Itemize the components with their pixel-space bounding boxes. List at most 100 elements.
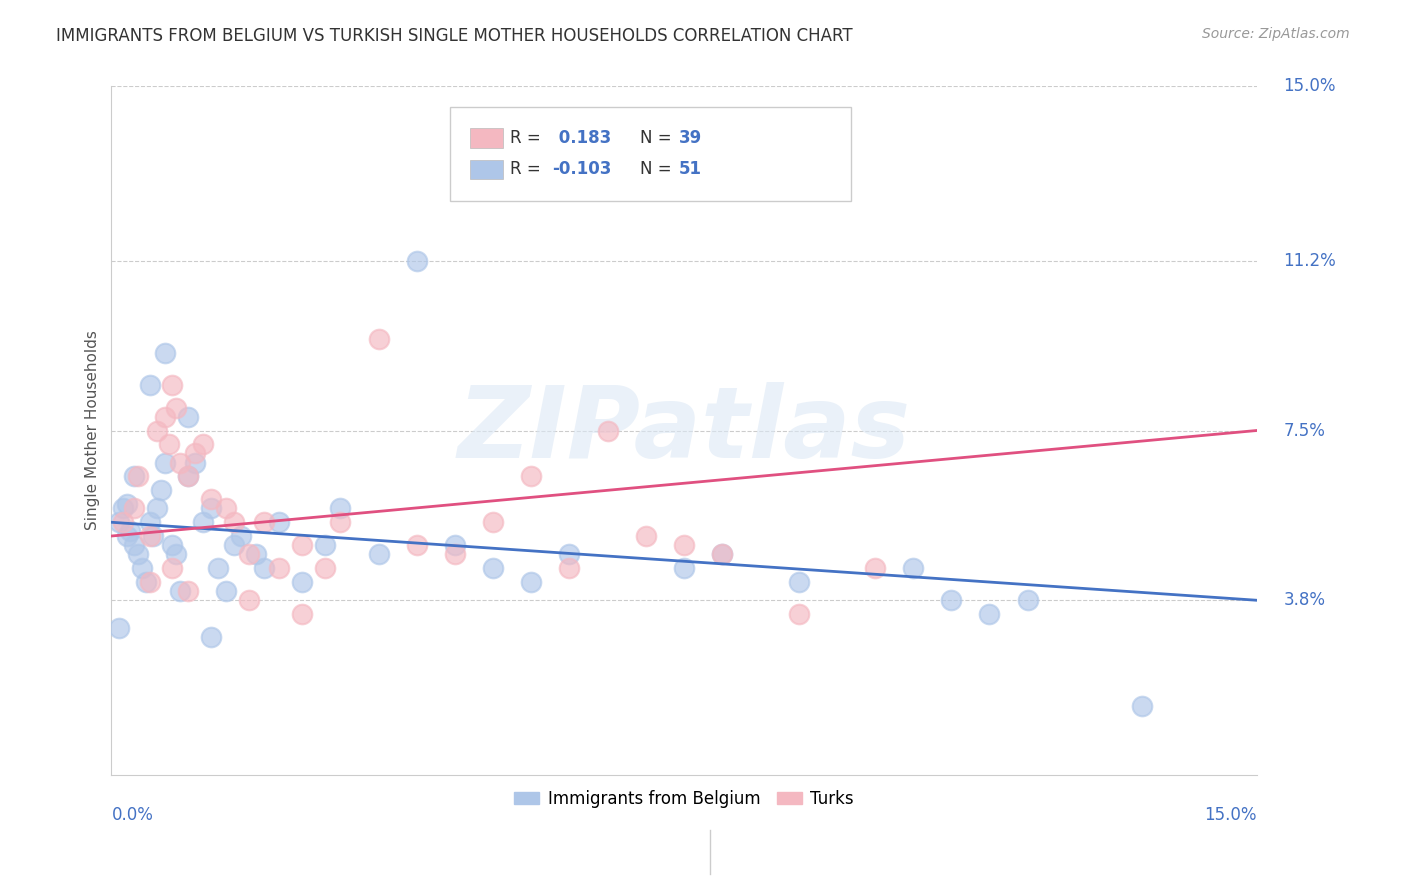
Point	[253, 561, 276, 575]
Point	[150, 483, 173, 497]
Point	[153, 345, 176, 359]
Point	[1017, 593, 1039, 607]
Point	[520, 469, 543, 483]
Point	[215, 501, 238, 516]
Point	[135, 574, 157, 589]
Point	[238, 593, 260, 607]
Point	[444, 547, 467, 561]
Point	[314, 561, 336, 575]
Point	[269, 561, 291, 575]
Point	[222, 538, 245, 552]
Point	[787, 607, 810, 621]
Point	[291, 538, 314, 552]
Point	[979, 607, 1001, 621]
Point	[222, 515, 245, 529]
Point	[482, 561, 505, 575]
Point	[367, 332, 389, 346]
Text: R =: R =	[510, 161, 547, 178]
Point	[127, 469, 149, 483]
Point	[177, 469, 200, 483]
Point	[157, 437, 180, 451]
Point	[634, 529, 657, 543]
Point	[138, 529, 160, 543]
Text: N =: N =	[640, 161, 676, 178]
Text: -0.103: -0.103	[553, 161, 612, 178]
Point	[207, 561, 229, 575]
Point	[165, 547, 187, 561]
Point	[162, 377, 184, 392]
Point	[138, 515, 160, 529]
Point	[901, 561, 924, 575]
Point	[162, 538, 184, 552]
Point	[124, 501, 146, 516]
Text: R =: R =	[510, 129, 547, 147]
Point	[291, 607, 314, 621]
Point	[191, 515, 214, 529]
Point	[108, 621, 131, 635]
Point	[405, 538, 427, 552]
Point	[153, 409, 176, 424]
Point	[115, 497, 138, 511]
Point	[138, 574, 160, 589]
Point	[108, 515, 131, 529]
Point	[291, 574, 314, 589]
Text: 3.8%: 3.8%	[1284, 591, 1326, 609]
Point	[120, 524, 142, 539]
Point	[231, 529, 253, 543]
Point	[177, 584, 200, 599]
Point	[482, 515, 505, 529]
Legend: Immigrants from Belgium, Turks: Immigrants from Belgium, Turks	[508, 783, 860, 814]
Point	[200, 501, 222, 516]
Point	[184, 456, 207, 470]
Point	[1130, 698, 1153, 713]
Text: 11.2%: 11.2%	[1284, 252, 1336, 269]
Point	[200, 630, 222, 644]
Text: 39: 39	[679, 129, 703, 147]
Point	[165, 401, 187, 415]
Point	[200, 492, 222, 507]
Point	[329, 515, 352, 529]
Point	[127, 547, 149, 561]
Text: 15.0%: 15.0%	[1284, 78, 1336, 95]
Point	[215, 584, 238, 599]
Point	[253, 515, 276, 529]
Point	[146, 501, 169, 516]
Point	[711, 547, 734, 561]
Point	[405, 253, 427, 268]
Point	[245, 547, 267, 561]
Point	[146, 424, 169, 438]
Point	[169, 584, 191, 599]
Point	[672, 538, 695, 552]
Point	[124, 538, 146, 552]
Text: N =: N =	[640, 129, 676, 147]
Point	[184, 446, 207, 460]
Text: 51: 51	[679, 161, 702, 178]
Point	[142, 529, 165, 543]
Point	[238, 547, 260, 561]
Text: IMMIGRANTS FROM BELGIUM VS TURKISH SINGLE MOTHER HOUSEHOLDS CORRELATION CHART: IMMIGRANTS FROM BELGIUM VS TURKISH SINGL…	[56, 27, 853, 45]
Y-axis label: Single Mother Households: Single Mother Households	[86, 331, 100, 531]
Point	[111, 515, 134, 529]
Point	[191, 437, 214, 451]
Point	[520, 574, 543, 589]
Point	[177, 469, 200, 483]
Text: 7.5%: 7.5%	[1284, 422, 1326, 440]
Point	[131, 561, 153, 575]
Text: 0.183: 0.183	[553, 129, 610, 147]
Point	[444, 538, 467, 552]
Text: ZIPatlas: ZIPatlas	[457, 382, 911, 479]
Point	[672, 561, 695, 575]
Point	[711, 547, 734, 561]
Point	[269, 515, 291, 529]
Point	[329, 501, 352, 516]
Point	[111, 501, 134, 516]
Point	[558, 547, 581, 561]
Point	[787, 574, 810, 589]
Point	[596, 424, 619, 438]
Point	[138, 377, 160, 392]
Point	[177, 409, 200, 424]
Point	[162, 561, 184, 575]
Point	[558, 561, 581, 575]
Point	[124, 469, 146, 483]
Point	[314, 538, 336, 552]
